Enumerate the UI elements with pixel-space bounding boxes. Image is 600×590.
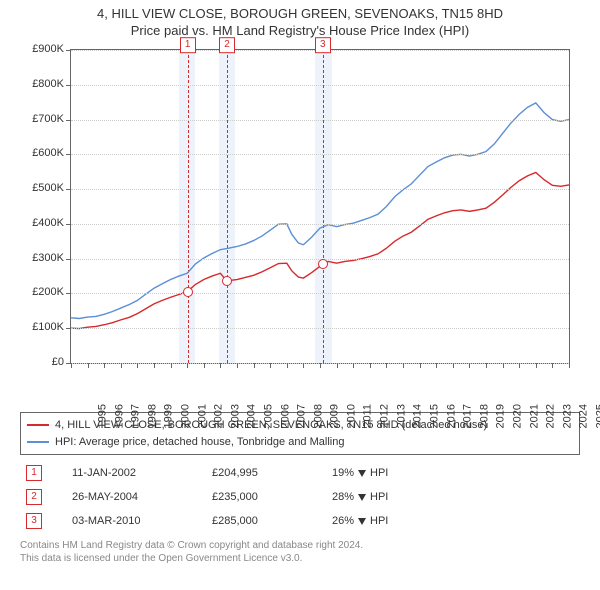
series-property: [71, 172, 569, 328]
y-tick-label: £0: [52, 356, 64, 368]
marker-table-row: 3 03-MAR-2010 £285,000 26% HPI: [20, 511, 580, 535]
y-tick-label: £300K: [32, 252, 64, 264]
marker-delta-vs: HPI: [370, 467, 388, 479]
marker-table: 1 11-JAN-2002 £204,995 19% HPI 2 26-MAY-2004 £2…: [20, 463, 580, 535]
marker-label: 3: [315, 37, 331, 53]
marker-delta-pct: 26%: [332, 515, 354, 527]
x-tick-label: 2007: [296, 404, 308, 428]
x-tick-label: 1997: [130, 404, 142, 428]
arrow-down-icon: [358, 494, 366, 501]
marker-table-row: 2 26-MAY-2004 £235,000 28% HPI: [20, 487, 580, 511]
x-tick-label: 2000: [179, 404, 191, 428]
x-tick-label: 2020: [511, 404, 523, 428]
marker-date: 03-MAR-2010: [72, 515, 182, 527]
chart-title-sub: Price paid vs. HM Land Registry's House …: [0, 23, 600, 38]
x-tick-label: 2014: [412, 404, 424, 428]
x-tick-label: 2021: [528, 404, 540, 428]
y-tick-label: £800K: [32, 78, 64, 90]
gridline: [71, 328, 569, 329]
x-tick-label: 2003: [229, 404, 241, 428]
legend-item: HPI: Average price, detached house, Tonb…: [27, 434, 573, 451]
marker-delta: 26% HPI: [332, 515, 388, 527]
footer-note: Contains HM Land Registry data © Crown c…: [20, 539, 580, 565]
marker-dot: [183, 287, 193, 297]
x-tick-label: 2018: [478, 404, 490, 428]
marker-index-box: 2: [26, 489, 42, 505]
legend-swatch: [27, 424, 49, 426]
x-tick-label: 1995: [96, 404, 108, 428]
arrow-down-icon: [358, 518, 366, 525]
marker-delta: 28% HPI: [332, 491, 388, 503]
marker-delta-vs: HPI: [370, 491, 388, 503]
marker-table-row: 1 11-JAN-2002 £204,995 19% HPI: [20, 463, 580, 487]
x-tick-label: 2015: [428, 404, 440, 428]
marker-date: 26-MAY-2004: [72, 491, 182, 503]
marker-dot: [318, 259, 328, 269]
marker-index-box: 3: [26, 513, 42, 529]
marker-delta-pct: 19%: [332, 467, 354, 479]
x-tick-label: 2023: [561, 404, 573, 428]
x-tick-label: 2010: [345, 404, 357, 428]
gridline: [71, 224, 569, 225]
x-tick-label: 2011: [361, 404, 373, 428]
x-tick-label: 1999: [163, 404, 175, 428]
y-tick-label: £200K: [32, 286, 64, 298]
x-tick-label: 2004: [246, 404, 258, 428]
legend-swatch: [27, 441, 49, 443]
x-tick-label: 2016: [445, 404, 457, 428]
x-tick-label: 2006: [279, 404, 291, 428]
x-tick-label: 2002: [213, 404, 225, 428]
x-tick-label: 2009: [329, 404, 341, 428]
x-tick-label: 2019: [495, 404, 507, 428]
x-tick-label: 2017: [462, 404, 474, 428]
marker-label: 1: [180, 37, 196, 53]
x-tick-label: 2005: [262, 404, 274, 428]
x-axis: 1995199619971998199920002001200220032004…: [70, 366, 570, 404]
y-tick-label: £900K: [32, 43, 64, 55]
marker-delta-pct: 28%: [332, 491, 354, 503]
x-tick-label: 1996: [113, 404, 125, 428]
gridline: [71, 189, 569, 190]
gridline: [71, 154, 569, 155]
chart-title-main: 4, HILL VIEW CLOSE, BOROUGH GREEN, SEVEN…: [0, 6, 600, 21]
arrow-down-icon: [358, 470, 366, 477]
y-tick-label: £600K: [32, 147, 64, 159]
marker-date: 11-JAN-2002: [72, 467, 182, 479]
marker-price: £204,995: [212, 467, 302, 479]
footer-line-2: This data is licensed under the Open Gov…: [20, 552, 580, 565]
x-tick-label: 2008: [312, 404, 324, 428]
marker-price: £285,000: [212, 515, 302, 527]
x-tick-label: 2025: [594, 404, 600, 428]
x-tick-label: 2013: [395, 404, 407, 428]
marker-delta: 19% HPI: [332, 467, 388, 479]
x-tick-label: 1998: [146, 404, 158, 428]
x-tick-label: 2012: [379, 404, 391, 428]
y-tick-label: £500K: [32, 182, 64, 194]
gridline: [71, 85, 569, 86]
marker-label: 2: [219, 37, 235, 53]
y-tick-label: £100K: [32, 321, 64, 333]
marker-price: £235,000: [212, 491, 302, 503]
marker-dot: [222, 276, 232, 286]
y-tick-label: £700K: [32, 113, 64, 125]
chart-container: £0 £100K £200K £300K £400K £500K £600K £700K £80…: [20, 44, 580, 404]
x-tick-label: 2022: [545, 404, 557, 428]
legend-text: HPI: Average price, detached house, Tonb…: [55, 434, 344, 451]
footer-line-1: Contains HM Land Registry data © Crown c…: [20, 539, 580, 552]
y-axis: £0£100K£200K£300K£400K£500K£600K£700K£80…: [20, 49, 68, 364]
y-tick-label: £400K: [32, 217, 64, 229]
marker-delta-vs: HPI: [370, 515, 388, 527]
series-hpi: [71, 103, 569, 319]
chart-lines: [71, 50, 569, 363]
gridline: [71, 293, 569, 294]
marker-index-box: 1: [26, 465, 42, 481]
x-tick-label: 2001: [196, 404, 208, 428]
plot-area: 123: [70, 49, 570, 364]
gridline: [71, 120, 569, 121]
x-tick-label: 2024: [578, 404, 590, 428]
